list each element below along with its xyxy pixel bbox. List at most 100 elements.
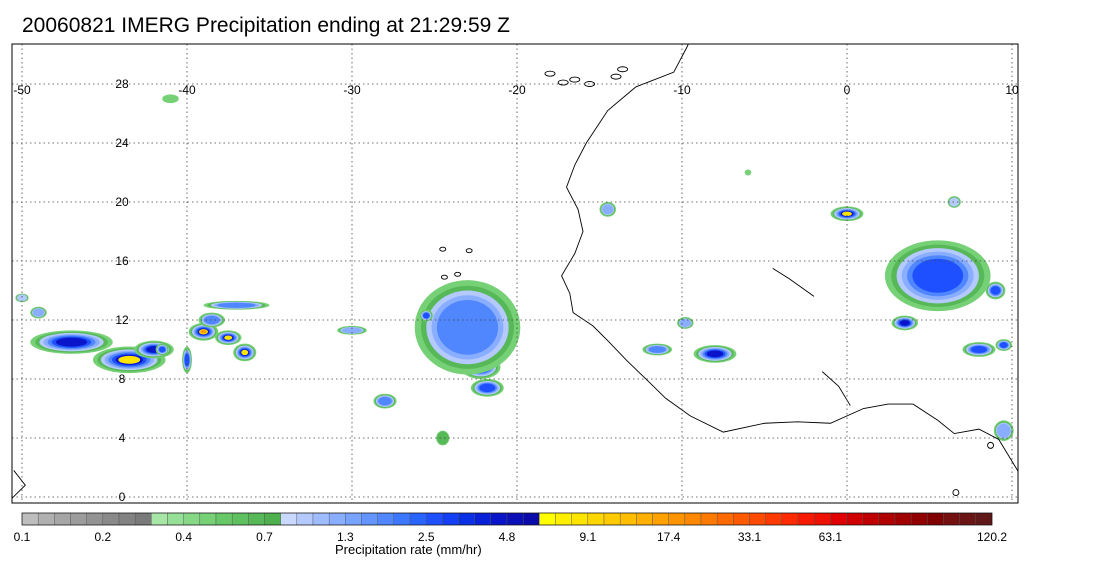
colorbar-swatch — [296, 512, 314, 526]
south-america-coastline — [12, 470, 26, 499]
colorbar-frame — [21, 512, 993, 526]
island — [557, 79, 569, 86]
island — [569, 76, 581, 83]
colorbar — [21, 512, 993, 526]
colorbar-swatch — [215, 512, 233, 526]
colorbar-swatch — [797, 512, 815, 526]
precip-contour — [378, 396, 392, 406]
island — [952, 489, 960, 497]
lat-tick-label: 12 — [115, 313, 129, 327]
island — [617, 66, 629, 73]
island — [465, 248, 473, 254]
lon-tick-label: 0 — [844, 83, 851, 97]
precip-contour — [997, 423, 1011, 438]
colorbar-swatch — [571, 512, 589, 526]
precip-contour — [744, 169, 752, 176]
colorbar-swatch — [894, 512, 912, 526]
map-frame — [11, 43, 1019, 504]
precip-cell — [30, 330, 113, 354]
colorbar-swatch — [522, 512, 540, 526]
colorbar-swatch — [312, 512, 330, 526]
colorbar-swatch — [781, 512, 799, 526]
lon-tick-label: -20 — [508, 83, 526, 97]
colorbar-swatch — [102, 512, 120, 526]
precip-cell — [436, 430, 450, 446]
colorbar-swatch — [684, 512, 702, 526]
lat-tick-label: 8 — [119, 372, 126, 386]
colorbar-swatch — [975, 512, 993, 526]
colorbar-label: Precipitation rate (mm/hr) — [335, 542, 482, 557]
colorbar-tick-label: 33.1 — [738, 530, 762, 544]
colorbar-swatch — [506, 512, 524, 526]
colorbar-swatch — [21, 512, 39, 526]
colorbar-swatch — [813, 512, 831, 526]
precip-contour — [159, 346, 166, 353]
colorbar-swatch — [199, 512, 217, 526]
precip-cell — [830, 206, 864, 222]
precip-cell — [962, 342, 996, 357]
colorbar-tick-label: 0.4 — [175, 530, 192, 544]
colorbar-swatch — [167, 512, 184, 526]
precip-contour — [602, 204, 614, 215]
precip-cell — [642, 343, 673, 356]
island — [987, 441, 994, 449]
colorbar-swatch — [668, 512, 686, 526]
colorbar-tick-label: 0.7 — [256, 530, 273, 544]
latitude-labels: 0 4 8 12 16 20 24 28 — [115, 77, 129, 504]
precipitation-cells — [15, 94, 1014, 446]
colorbar-swatch — [927, 512, 944, 526]
lat-tick-label: 20 — [115, 195, 129, 209]
colorbar-swatch — [37, 512, 55, 526]
precip-contour — [200, 329, 207, 334]
precip-contour — [423, 312, 430, 319]
precip-cell — [233, 343, 257, 362]
precip-contour — [990, 286, 1001, 295]
precip-contour — [999, 342, 1008, 348]
precip-contour — [706, 350, 724, 358]
precip-cell — [15, 293, 29, 303]
colorbar-swatch — [862, 512, 880, 526]
precip-cell — [985, 281, 1006, 300]
precip-cell — [884, 240, 991, 312]
precip-cell — [693, 345, 737, 363]
precip-contour — [971, 345, 987, 354]
colorbar-swatch — [619, 512, 637, 526]
colorbar-swatch — [425, 512, 443, 526]
precip-cell — [203, 300, 270, 310]
colorbar-swatch — [70, 512, 87, 526]
lon-tick-label: -10 — [673, 83, 691, 97]
colorbar-swatch — [264, 512, 281, 526]
colorbar-swatch — [910, 512, 928, 526]
colorbar-swatch — [490, 512, 508, 526]
precip-contour — [241, 349, 249, 356]
lon-tick-label: -40 — [178, 83, 196, 97]
colorbar-tick-label: 0.2 — [94, 530, 111, 544]
colorbar-swatch — [943, 512, 960, 526]
colorbar-swatch — [474, 512, 492, 526]
precip-cell — [470, 379, 504, 397]
precip-contour — [16, 294, 28, 302]
colorbar-tick-label: 9.1 — [579, 530, 596, 544]
colorbar-swatch — [280, 512, 298, 526]
colorbar-swatch — [54, 512, 71, 526]
precip-contour — [224, 335, 233, 340]
colorbar-swatch — [393, 512, 411, 526]
colorbar-swatch — [442, 512, 459, 526]
colorbar-swatch — [700, 512, 718, 526]
precip-contour — [679, 318, 691, 327]
africa-coastline — [561, 44, 1018, 473]
precip-cell — [419, 309, 433, 322]
colorbar-tick-label: 1.3 — [337, 530, 354, 544]
colorbar-swatch — [603, 512, 621, 526]
coastline — [12, 44, 1018, 499]
colorbar-swatch — [846, 512, 863, 526]
lat-tick-label: 28 — [115, 77, 129, 91]
precip-contour — [162, 94, 179, 104]
precip-cell — [215, 330, 242, 346]
colorbar-tick-label: 17.4 — [657, 530, 681, 544]
precip-contour — [912, 258, 964, 293]
precip-cell — [373, 393, 397, 409]
colorbar-swatch — [345, 512, 362, 526]
precip-cell — [993, 420, 1014, 441]
